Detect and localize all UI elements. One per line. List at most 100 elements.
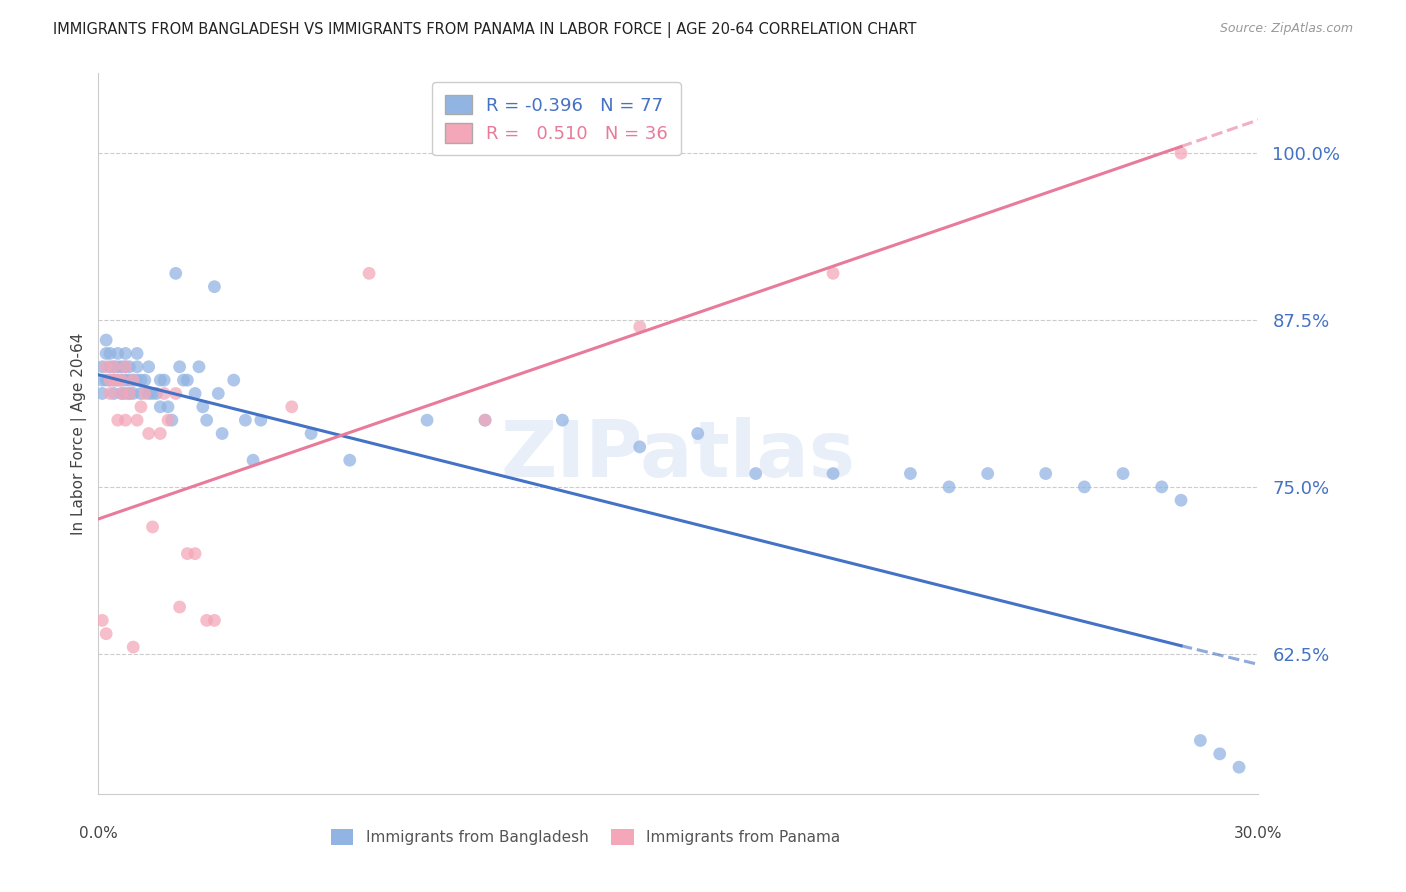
Point — [474, 413, 496, 427]
Point — [96, 333, 118, 347]
Point — [122, 373, 145, 387]
Point — [96, 626, 118, 640]
Point — [91, 386, 114, 401]
Point — [628, 440, 651, 454]
Point — [114, 373, 136, 387]
Point — [235, 413, 257, 427]
Point — [122, 373, 145, 387]
Point — [160, 413, 183, 427]
Point — [628, 319, 651, 334]
Point — [416, 413, 439, 427]
Point — [359, 266, 381, 280]
Point — [172, 373, 194, 387]
Point — [184, 547, 207, 561]
Point — [98, 346, 121, 360]
Point — [339, 453, 361, 467]
Point — [129, 400, 152, 414]
Point — [127, 373, 149, 387]
Point — [114, 346, 136, 360]
Point — [821, 467, 844, 481]
Point — [118, 386, 141, 401]
Point — [107, 373, 129, 387]
Point — [149, 373, 172, 387]
Point — [114, 359, 136, 374]
Point — [107, 373, 129, 387]
Point — [207, 386, 229, 401]
Point — [111, 386, 132, 401]
Point — [169, 600, 191, 615]
Point — [1189, 733, 1212, 747]
Point — [1170, 493, 1192, 508]
Point — [188, 359, 211, 374]
Point — [551, 413, 574, 427]
Point — [474, 413, 496, 427]
Point — [153, 373, 176, 387]
Point — [111, 373, 132, 387]
Point — [165, 266, 187, 280]
Point — [127, 413, 149, 427]
Point — [96, 373, 118, 387]
Point — [204, 613, 226, 627]
Point — [195, 613, 218, 627]
Point — [138, 426, 160, 441]
Text: ZIPatlas: ZIPatlas — [501, 417, 856, 493]
Point — [169, 359, 191, 374]
Point — [98, 373, 121, 387]
Point — [281, 400, 304, 414]
Point — [176, 547, 198, 561]
Point — [111, 386, 132, 401]
Point — [204, 279, 226, 293]
Point — [134, 386, 156, 401]
Point — [118, 373, 141, 387]
Point — [299, 426, 322, 441]
Point — [1209, 747, 1232, 761]
Point — [250, 413, 273, 427]
Point — [127, 359, 149, 374]
Point — [103, 386, 125, 401]
Point — [129, 386, 152, 401]
Point — [107, 346, 129, 360]
Point — [165, 386, 187, 401]
Point — [118, 359, 141, 374]
Point — [138, 359, 160, 374]
Point — [122, 386, 145, 401]
Point — [107, 359, 129, 374]
Legend: Immigrants from Bangladesh, Immigrants from Panama: Immigrants from Bangladesh, Immigrants f… — [325, 823, 846, 851]
Point — [129, 373, 152, 387]
Point — [107, 413, 129, 427]
Text: 0.0%: 0.0% — [79, 826, 118, 841]
Point — [145, 386, 167, 401]
Point — [118, 386, 141, 401]
Point — [191, 400, 214, 414]
Point — [122, 640, 145, 654]
Point — [114, 359, 136, 374]
Point — [91, 359, 114, 374]
Point — [821, 266, 844, 280]
Point — [98, 359, 121, 374]
Point — [153, 386, 176, 401]
Point — [242, 453, 264, 467]
Point — [127, 346, 149, 360]
Point — [222, 373, 245, 387]
Point — [195, 413, 218, 427]
Point — [1112, 467, 1135, 481]
Point — [111, 373, 132, 387]
Point — [686, 426, 709, 441]
Point — [184, 386, 207, 401]
Point — [141, 386, 165, 401]
Point — [1073, 480, 1095, 494]
Point — [1150, 480, 1173, 494]
Point — [103, 373, 125, 387]
Point — [1035, 467, 1057, 481]
Point — [91, 373, 114, 387]
Point — [1227, 760, 1250, 774]
Y-axis label: In Labor Force | Age 20-64: In Labor Force | Age 20-64 — [72, 333, 87, 534]
Point — [149, 426, 172, 441]
Point — [211, 426, 233, 441]
Point — [98, 373, 121, 387]
Point — [745, 467, 768, 481]
Point — [91, 613, 114, 627]
Point — [138, 386, 160, 401]
Point — [900, 467, 922, 481]
Point — [96, 359, 118, 374]
